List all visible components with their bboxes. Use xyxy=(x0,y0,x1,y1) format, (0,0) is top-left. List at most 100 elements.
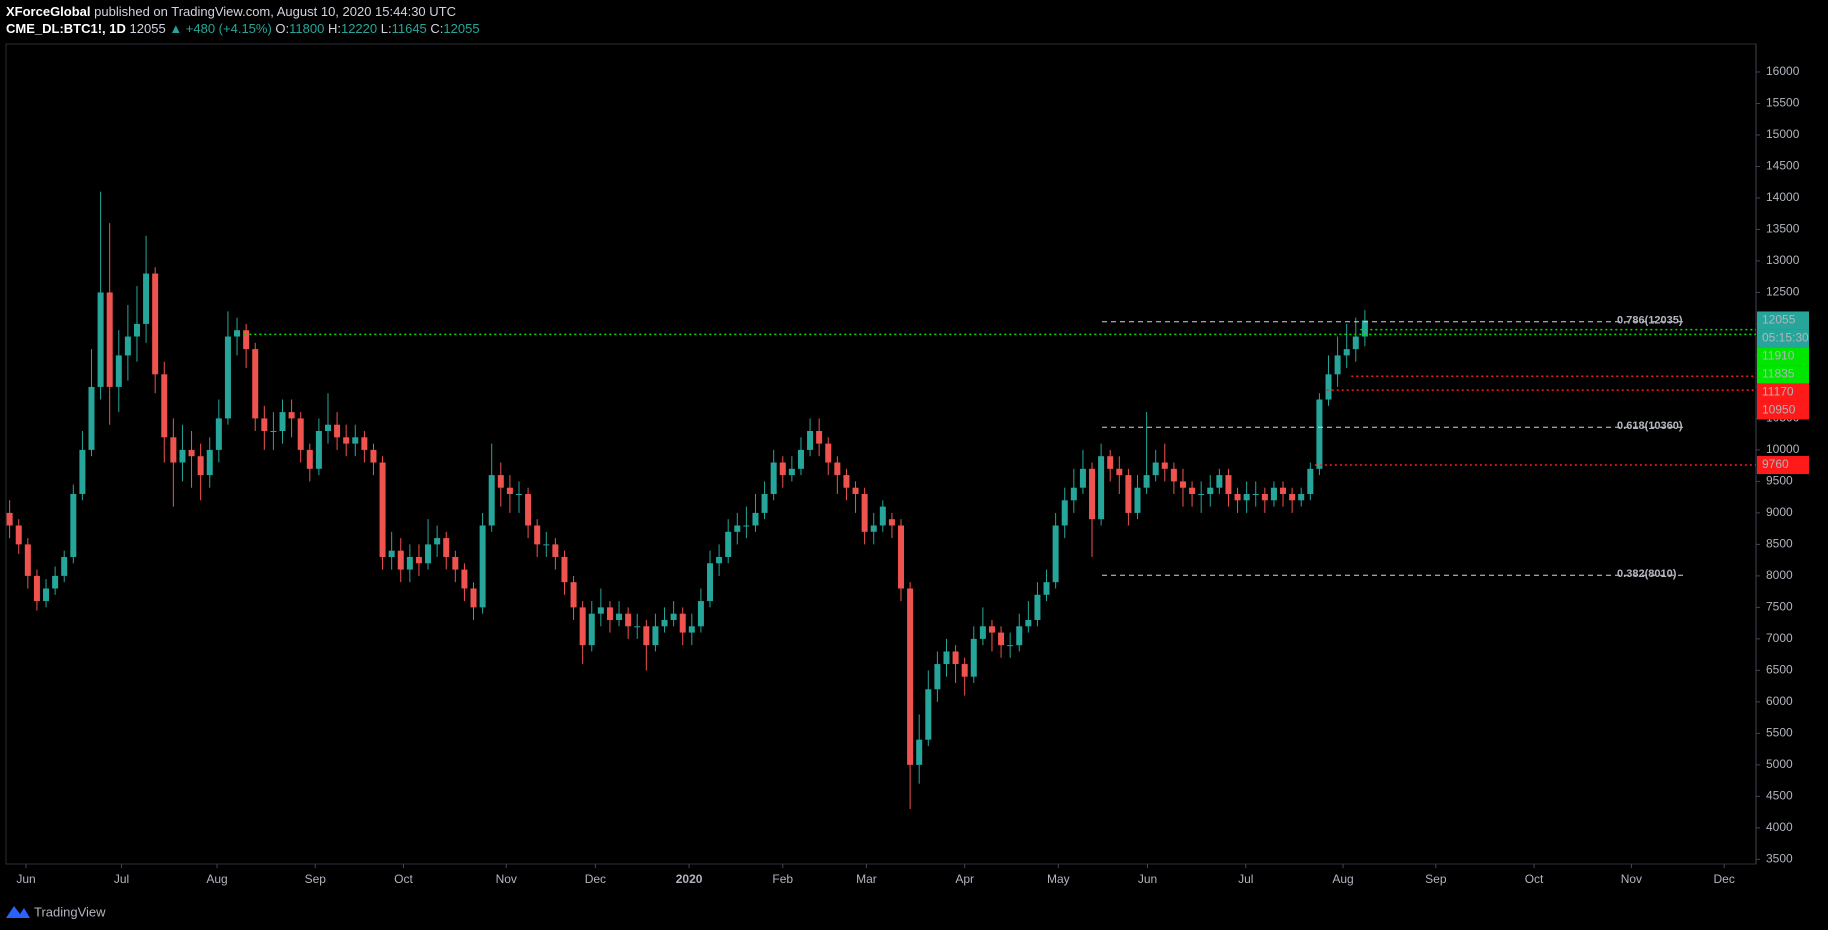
candle-body xyxy=(979,626,986,639)
candle-body xyxy=(179,449,186,463)
candle-body xyxy=(525,493,532,526)
close: 12055 xyxy=(443,21,479,36)
price-tag xyxy=(1757,383,1809,402)
candle-body xyxy=(834,462,841,476)
candle-body xyxy=(70,493,77,557)
x-tick-label: Sep xyxy=(305,872,327,886)
x-tick-label: Oct xyxy=(1525,872,1544,886)
candle-body xyxy=(916,739,923,765)
candle-body xyxy=(725,531,732,557)
candle-body xyxy=(1152,462,1159,476)
candle-body xyxy=(1107,456,1114,469)
candle-body xyxy=(743,525,750,527)
x-tick-label: Dec xyxy=(585,872,606,886)
price-tag xyxy=(1757,347,1809,366)
y-tick-label: 13500 xyxy=(1766,222,1800,236)
candle-body xyxy=(106,292,113,387)
candle-body xyxy=(670,613,677,620)
x-tick-label: Sep xyxy=(1425,872,1447,886)
y-tick-label: 6000 xyxy=(1766,694,1793,708)
published: published on TradingView.com, August 10,… xyxy=(94,4,456,19)
symbol: CME_DL:BTC1!, 1D xyxy=(6,21,126,36)
candle-body xyxy=(652,626,659,646)
candle-body xyxy=(270,431,277,433)
open: 11800 xyxy=(289,21,324,36)
y-tick-label: 9500 xyxy=(1766,474,1793,488)
price-tag-label: 11170 xyxy=(1762,385,1794,399)
candle-body xyxy=(352,437,359,444)
candle-body xyxy=(761,493,768,513)
candle-body xyxy=(306,449,313,469)
candle-body xyxy=(388,550,395,557)
candle-body xyxy=(133,323,140,337)
candle-body xyxy=(907,588,914,765)
x-tick-label: Jul xyxy=(1238,872,1253,886)
price-tag-label: 12055 xyxy=(1762,313,1796,327)
author: XForceGlobal xyxy=(6,4,91,19)
price-tag-label: 9760 xyxy=(1762,457,1789,471)
candle-body xyxy=(1079,468,1086,488)
candle-body xyxy=(224,336,231,419)
candle-body xyxy=(707,563,714,602)
x-tick-label: Aug xyxy=(1332,872,1353,886)
candle-body xyxy=(943,651,950,665)
candle-body xyxy=(616,613,623,620)
x-tick-label: Nov xyxy=(496,872,517,886)
candle-body xyxy=(397,550,404,570)
y-tick-label: 16000 xyxy=(1766,64,1800,78)
candle-body xyxy=(115,355,122,387)
candle-body xyxy=(515,493,522,495)
last-price: 12055 xyxy=(130,21,166,36)
candle-body xyxy=(461,569,468,589)
fib-label: 0.382(8010) xyxy=(1617,568,1677,580)
candle-body xyxy=(543,544,550,546)
candle-body xyxy=(170,437,177,463)
candle-body xyxy=(479,525,486,608)
candle-body xyxy=(1125,475,1132,513)
price-tag-label: 10950 xyxy=(1762,403,1796,417)
candle-body xyxy=(1089,468,1096,520)
candle-body xyxy=(143,273,150,324)
y-tick-label: 4000 xyxy=(1766,820,1793,834)
candle-body xyxy=(606,607,613,620)
candle-body xyxy=(197,456,204,476)
price-tag-label: 11910 xyxy=(1762,349,1795,363)
y-tick-label: 7000 xyxy=(1766,631,1793,645)
candle-body xyxy=(716,556,723,564)
price-tag xyxy=(1757,365,1809,384)
candle-body xyxy=(788,468,795,476)
y-tick-label: 14500 xyxy=(1766,159,1800,173)
candle-body xyxy=(1070,487,1077,501)
candle-body xyxy=(625,613,632,627)
candle-body xyxy=(152,273,159,375)
tv-logo xyxy=(6,906,30,918)
candle-body xyxy=(825,443,832,463)
candle-body xyxy=(434,538,441,545)
candle-body xyxy=(1161,462,1168,469)
x-tick-label: Aug xyxy=(206,872,227,886)
candle-body xyxy=(1116,468,1123,476)
candle-body xyxy=(297,418,304,450)
candle-body xyxy=(243,330,250,350)
candle-body xyxy=(843,475,850,488)
candle-body xyxy=(452,556,459,570)
candle-body xyxy=(1289,493,1296,501)
y-tick-label: 7500 xyxy=(1766,600,1793,614)
candle-body xyxy=(6,512,13,526)
candle-body xyxy=(1298,493,1305,501)
footer-brand: TradingView xyxy=(34,904,106,919)
x-tick-label: Dec xyxy=(1713,872,1734,886)
low: 11645 xyxy=(392,21,427,36)
candle-body xyxy=(24,544,31,576)
change: ▲ +480 (+4.15%) xyxy=(169,21,271,36)
y-tick-label: 12500 xyxy=(1766,285,1800,299)
candle-body xyxy=(1270,487,1277,501)
candle-body xyxy=(1234,493,1241,501)
candle-body xyxy=(888,519,895,526)
candle-body xyxy=(1061,500,1068,526)
candle-body xyxy=(779,462,786,476)
candle-body xyxy=(807,431,814,450)
candle-body xyxy=(1198,493,1205,495)
candle-body xyxy=(588,613,595,646)
